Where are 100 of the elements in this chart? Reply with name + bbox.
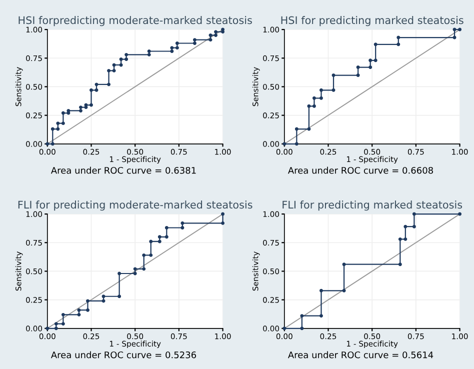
point	[78, 109, 82, 112]
point	[149, 253, 153, 257]
text: Area under ROC curve = 0.5236	[50, 351, 196, 358]
point	[412, 224, 416, 228]
point	[192, 42, 196, 45]
point	[398, 237, 402, 241]
point	[56, 122, 60, 126]
point	[102, 294, 106, 298]
text: Area under ROC curve = 0.6381	[50, 166, 196, 174]
point	[221, 212, 225, 216]
point	[90, 103, 93, 107]
point	[133, 272, 137, 276]
point	[458, 28, 462, 32]
point	[112, 63, 116, 67]
point	[294, 127, 298, 131]
point	[412, 212, 416, 216]
point	[319, 288, 323, 292]
point	[158, 235, 162, 239]
point	[374, 42, 378, 46]
point	[118, 272, 122, 276]
point	[404, 224, 408, 228]
point	[175, 42, 179, 45]
point	[84, 103, 88, 107]
point	[221, 221, 225, 225]
point	[133, 267, 137, 271]
point	[300, 326, 304, 330]
point	[319, 88, 323, 92]
point	[214, 34, 218, 37]
text: Area under ROC curve = 0.5614	[288, 351, 434, 358]
point	[149, 240, 153, 244]
point	[356, 74, 360, 78]
point	[86, 308, 90, 312]
point	[61, 312, 65, 316]
chart-title: HSI for predicting marked steatosis	[281, 16, 464, 26]
point	[61, 122, 65, 126]
point	[50, 142, 54, 146]
point	[374, 58, 378, 62]
point	[112, 68, 116, 72]
point	[170, 46, 174, 50]
point	[452, 28, 456, 32]
point	[180, 221, 184, 225]
point	[61, 111, 65, 115]
point	[319, 96, 323, 100]
point	[102, 299, 106, 303]
point	[107, 68, 111, 72]
point	[142, 267, 146, 271]
point	[77, 312, 81, 316]
point	[147, 52, 151, 56]
point	[164, 226, 168, 230]
point	[118, 294, 122, 298]
point	[356, 66, 360, 70]
point	[147, 50, 151, 53]
point	[452, 36, 456, 40]
point	[294, 142, 298, 146]
point	[332, 88, 336, 92]
point	[164, 235, 168, 239]
point	[77, 308, 81, 312]
point	[312, 104, 316, 108]
point	[192, 38, 196, 42]
point	[404, 237, 408, 241]
point	[61, 322, 65, 326]
chart-title: FLI for predicting moderate-marked steatosis	[18, 200, 252, 211]
chart-title: HSI forpredicting moderate-marked steatosis	[18, 16, 252, 26]
point	[170, 50, 174, 53]
point	[124, 58, 128, 61]
point	[368, 58, 372, 62]
point	[180, 226, 184, 230]
point	[54, 322, 58, 326]
point	[175, 46, 179, 50]
point	[208, 38, 212, 42]
point	[107, 82, 111, 86]
point	[124, 52, 128, 56]
point	[94, 88, 98, 92]
point	[78, 106, 82, 110]
point	[307, 127, 311, 131]
point	[90, 88, 93, 92]
point	[332, 74, 336, 78]
point	[342, 262, 346, 266]
point	[396, 42, 400, 46]
point	[142, 253, 146, 257]
point	[158, 240, 162, 244]
point	[458, 212, 462, 216]
point	[50, 127, 54, 131]
point	[84, 106, 88, 110]
point	[300, 314, 304, 318]
point	[66, 109, 70, 112]
point	[398, 262, 402, 266]
point	[319, 314, 323, 318]
point	[94, 82, 98, 86]
point	[221, 30, 225, 34]
point	[86, 299, 90, 303]
point	[56, 127, 60, 131]
point	[221, 28, 225, 32]
chart-title: FLI for predicting marked steatosis	[282, 200, 462, 211]
point	[342, 288, 346, 292]
point	[54, 326, 58, 330]
point	[208, 34, 212, 37]
point	[396, 36, 400, 40]
text: Area under ROC curve = 0.6608	[288, 166, 433, 174]
point	[312, 96, 316, 100]
